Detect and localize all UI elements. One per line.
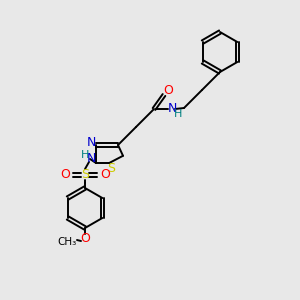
Text: O: O xyxy=(100,169,110,182)
Text: O: O xyxy=(163,85,173,98)
Text: O: O xyxy=(80,232,90,244)
Text: N: N xyxy=(86,136,96,149)
Text: S: S xyxy=(107,163,115,176)
Text: S: S xyxy=(81,169,89,182)
Text: H: H xyxy=(174,109,182,119)
Text: N: N xyxy=(167,101,177,115)
Text: CH₃: CH₃ xyxy=(57,237,76,247)
Text: H: H xyxy=(81,150,89,160)
Text: N: N xyxy=(86,152,96,166)
Text: O: O xyxy=(60,169,70,182)
